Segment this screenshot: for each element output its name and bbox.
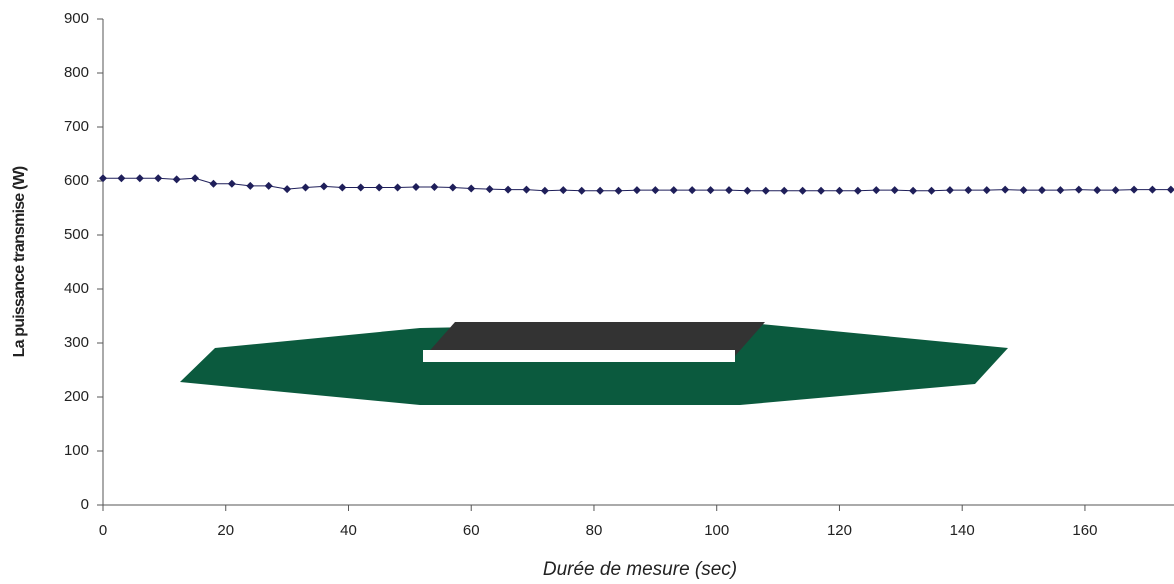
- data-point: [632, 186, 641, 195]
- data-point: [982, 186, 991, 195]
- y-tick-label: 500: [64, 226, 89, 243]
- data-point: [872, 186, 881, 195]
- y-axis-title: La puissance transmise (W): [11, 166, 28, 357]
- x-tick-label: 120: [827, 522, 852, 539]
- data-point: [1130, 185, 1139, 194]
- data-point: [559, 186, 568, 195]
- data-point: [1056, 186, 1065, 195]
- y-tick-label: 200: [64, 388, 89, 405]
- data-point: [283, 185, 292, 194]
- x-tick-label: 0: [99, 522, 107, 539]
- overlay-artifact: [180, 322, 1008, 405]
- x-tick-label: 160: [1072, 522, 1097, 539]
- data-point: [264, 181, 273, 190]
- data-point: [651, 186, 660, 195]
- data-point: [1019, 186, 1028, 195]
- data-point: [356, 183, 365, 192]
- x-axis-title: Durée de mesure (sec): [543, 559, 737, 580]
- data-point: [117, 174, 126, 183]
- data-point: [780, 186, 789, 195]
- data-point: [688, 186, 697, 195]
- y-tick-label: 600: [64, 172, 89, 189]
- x-tick-label: 140: [950, 522, 975, 539]
- data-point: [301, 183, 310, 192]
- data-point: [614, 186, 623, 195]
- data-point: [191, 174, 200, 183]
- data-point: [485, 185, 494, 194]
- data-point: [835, 186, 844, 195]
- data-point: [927, 186, 936, 195]
- data-point: [448, 183, 457, 192]
- data-point: [209, 179, 218, 188]
- data-point: [338, 183, 347, 192]
- data-point: [577, 186, 586, 195]
- x-tick-label: 20: [217, 522, 234, 539]
- y-tick-label: 700: [64, 118, 89, 135]
- data-point: [172, 175, 181, 184]
- y-tick-label: 300: [64, 334, 89, 351]
- data-point: [504, 185, 513, 194]
- data-point: [596, 186, 605, 195]
- x-tick-label: 40: [340, 522, 357, 539]
- data-point: [246, 181, 255, 190]
- y-tick-label: 0: [81, 496, 89, 513]
- data-point: [964, 186, 973, 195]
- data-point: [1166, 185, 1174, 194]
- data-point: [706, 186, 715, 195]
- data-point: [1001, 185, 1010, 194]
- y-tick-label: 400: [64, 280, 89, 297]
- y-tick-label: 100: [64, 442, 89, 459]
- data-point: [540, 186, 549, 195]
- data-point: [411, 182, 420, 191]
- data-point: [945, 186, 954, 195]
- data-point: [319, 182, 328, 191]
- x-tick-label: 100: [704, 522, 729, 539]
- data-point: [761, 186, 770, 195]
- data-point: [724, 186, 733, 195]
- data-point: [1148, 185, 1157, 194]
- data-point: [853, 186, 862, 195]
- y-tick-label: 800: [64, 64, 89, 81]
- data-point: [669, 186, 678, 195]
- data-point: [743, 186, 752, 195]
- data-point: [1093, 186, 1102, 195]
- data-point: [375, 183, 384, 192]
- y-tick-label: 900: [64, 10, 89, 27]
- data-point: [393, 183, 402, 192]
- data-point: [1037, 186, 1046, 195]
- data-point: [430, 182, 439, 191]
- data-point: [522, 185, 531, 194]
- x-tick-label: 80: [586, 522, 603, 539]
- data-point: [467, 184, 476, 193]
- data-point: [1111, 186, 1120, 195]
- data-point: [99, 174, 107, 183]
- data-point: [154, 174, 163, 183]
- data-point: [227, 179, 236, 188]
- data-point: [909, 186, 918, 195]
- data-point: [135, 174, 144, 183]
- data-point: [798, 186, 807, 195]
- data-point: [1074, 185, 1083, 194]
- data-point: [817, 186, 826, 195]
- data-point: [890, 186, 899, 195]
- x-tick-label: 60: [463, 522, 480, 539]
